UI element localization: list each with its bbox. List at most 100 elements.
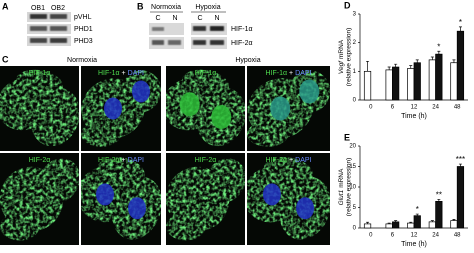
plus-label: + xyxy=(122,157,126,164)
x-tick-label: 12 xyxy=(411,233,418,239)
significance: *** xyxy=(456,155,465,164)
y-tick-label: 15 xyxy=(349,164,356,170)
stain-label: HIF-2α xyxy=(266,157,288,164)
bar xyxy=(435,201,443,229)
error-bar xyxy=(387,66,391,70)
condition-label: Normoxia xyxy=(67,57,97,64)
bar xyxy=(407,222,415,229)
bar xyxy=(392,221,400,229)
blot-a xyxy=(27,12,71,46)
group-label: Normoxia xyxy=(151,4,181,11)
y-tick-label: 0 xyxy=(353,98,357,104)
y-axis-label: Glut1mRNA xyxy=(338,168,345,205)
y-label: mRNA xyxy=(338,168,345,188)
gene-name: Glut1 xyxy=(338,189,345,205)
nuclear-stain xyxy=(179,92,200,117)
panel-letter: A xyxy=(2,1,9,11)
micrograph-label: HIF-1α + DAPI xyxy=(98,70,144,77)
micrograph: HIF-2α + DAPI xyxy=(81,153,161,245)
significance: * xyxy=(459,18,462,27)
significance: * xyxy=(416,205,419,214)
micrograph-label: HIF-1α xyxy=(29,70,51,77)
lane-label: N xyxy=(214,15,219,22)
bar xyxy=(450,220,458,229)
band-label: PHD3 xyxy=(74,38,93,45)
bar xyxy=(456,30,465,101)
error-bar xyxy=(394,220,398,222)
plus-label: + xyxy=(289,157,293,164)
lane-label: C xyxy=(197,15,202,22)
y-tick-label: 10 xyxy=(349,185,356,191)
micrograph: HIF-1α + DAPI xyxy=(81,66,161,151)
error-bar xyxy=(409,65,413,69)
lane-label: OB1 xyxy=(31,5,45,12)
y-axis-sublabel: (relative expression) xyxy=(346,158,353,217)
error-bar xyxy=(415,213,419,216)
x-tick-label: 24 xyxy=(432,105,439,111)
nuclear-stain xyxy=(299,79,320,104)
group-label: Hypoxia xyxy=(195,4,220,11)
bar xyxy=(435,53,443,101)
bar xyxy=(428,59,436,101)
stain-label: HIF-1α xyxy=(29,70,51,77)
error-bar xyxy=(394,63,398,68)
bar xyxy=(413,62,421,101)
micrograph-label: HIF-2α xyxy=(29,157,51,164)
y-tick-label: 3 xyxy=(353,12,357,18)
micrograph: HIF-2α + DAPI xyxy=(247,153,330,245)
gene-name: Vegf xyxy=(338,60,345,74)
nuclear-stain xyxy=(211,105,232,129)
stain-label: HIF-1α xyxy=(266,70,288,77)
x-axis-label: Time (h) xyxy=(401,113,427,120)
error-bar xyxy=(430,220,434,222)
stain-label: HIF-2α xyxy=(29,157,51,164)
error-bar xyxy=(409,221,413,224)
error-bar xyxy=(437,50,441,55)
x-tick-label: 24 xyxy=(432,233,439,239)
error-bar xyxy=(452,59,456,63)
micrograph: HIF-2α xyxy=(0,153,79,245)
x-tick-label: 0 xyxy=(369,233,373,239)
nucleus xyxy=(296,197,315,220)
x-axis-label: Time (h) xyxy=(401,241,427,248)
dapi-label: DAPI xyxy=(295,70,311,77)
stain-label: HIF-1α xyxy=(98,70,120,77)
error-bar xyxy=(415,59,419,63)
micrograph-label: HIF-1α xyxy=(195,70,217,77)
nucleus xyxy=(104,97,122,120)
error-bar xyxy=(387,222,391,224)
panel-letter: C xyxy=(2,54,9,64)
x-tick-label: 0 xyxy=(369,105,373,111)
stain-label: HIF-1α xyxy=(195,70,217,77)
error-bar xyxy=(366,60,370,72)
bar xyxy=(450,62,458,101)
y-tick-label: 1 xyxy=(353,69,357,75)
blot-b xyxy=(149,23,227,49)
bar xyxy=(456,166,465,229)
micrograph: HIF-1α xyxy=(0,66,79,151)
error-bar xyxy=(452,219,456,221)
y-axis-sublabel: (relative expression) xyxy=(346,28,353,87)
micrograph-label: HIF-1α + DAPI xyxy=(266,70,312,77)
condition-label: Hypoxia xyxy=(235,57,260,64)
band-label: PHD1 xyxy=(74,26,93,33)
bar xyxy=(385,69,393,101)
plus-label: + xyxy=(122,70,126,77)
micrograph-label: HIF-2α + DAPI xyxy=(98,157,144,164)
nucleus xyxy=(262,183,281,206)
x-tick-label: 48 xyxy=(454,233,461,239)
error-bar xyxy=(430,56,434,60)
bar xyxy=(407,68,415,101)
error-bar xyxy=(366,221,370,224)
nucleus xyxy=(132,80,150,103)
micrograph: HIF-1α + DAPI xyxy=(247,66,330,151)
error-bar xyxy=(437,198,441,202)
x-tick-label: 6 xyxy=(391,105,395,111)
micrograph: HIF-1α xyxy=(166,66,245,151)
x-tick-label: 48 xyxy=(454,105,461,111)
dapi-label: DAPI xyxy=(128,157,144,164)
y-axis-label: VegfmRNA xyxy=(338,39,345,74)
band-label: pVHL xyxy=(74,14,92,21)
